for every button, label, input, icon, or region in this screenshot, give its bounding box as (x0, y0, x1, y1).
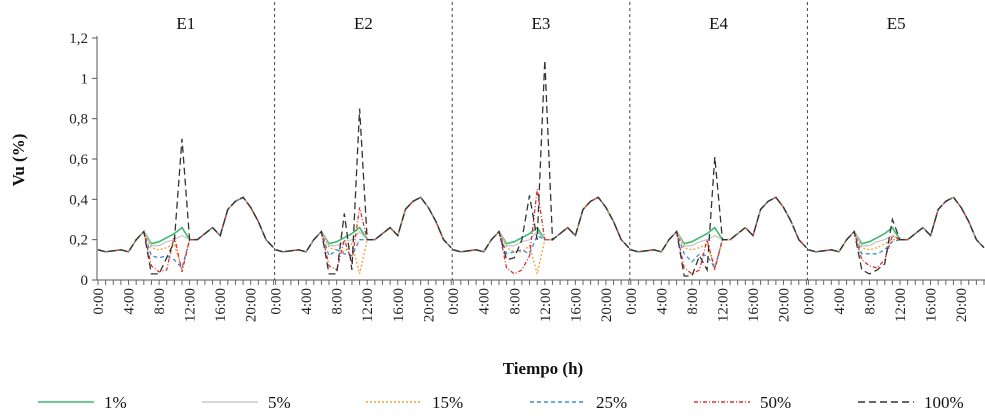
y-tick-label: 0,2 (69, 233, 88, 249)
x-tick-label: 16:00 (213, 288, 229, 322)
x-tick-label: 0:00 (269, 288, 285, 315)
x-tick-label: 0:00 (91, 288, 107, 315)
x-tick-label: 8:00 (862, 288, 878, 315)
series-line-25pct (275, 196, 452, 257)
panel-label: E2 (354, 14, 373, 33)
series-line-5pct (630, 196, 807, 253)
panel-label: E5 (887, 14, 906, 33)
series-line-15pct (808, 196, 985, 253)
x-tick-label: 4:00 (299, 288, 315, 315)
series-line-25pct (453, 196, 630, 255)
series-line-1pct (452, 196, 630, 253)
series-line-5pct (453, 196, 630, 253)
x-tick-label: 0:00 (446, 288, 462, 315)
y-tick-label: 1 (81, 71, 89, 87)
x-tick-label: 8:00 (685, 288, 701, 315)
legend-label: 15% (432, 393, 463, 412)
series-line-5pct (808, 196, 985, 253)
x-tick-label: 16:00 (746, 288, 762, 322)
x-tick-label: 20:00 (954, 288, 970, 322)
series-line-1pct (97, 196, 275, 253)
x-tick-label: 4:00 (477, 288, 493, 315)
x-tick-label: 4:00 (832, 288, 848, 315)
y-tick-label: 1,2 (69, 31, 88, 47)
legend-label: 25% (596, 393, 627, 412)
legend-label: 1% (104, 393, 127, 412)
x-tick-label: 16:00 (924, 288, 940, 322)
y-tick-label: 0 (81, 273, 89, 289)
x-tick-label: 20:00 (244, 288, 260, 322)
series-line-25pct (808, 196, 985, 255)
panel-label: E3 (532, 14, 551, 33)
x-tick-label: 0:00 (624, 288, 640, 315)
series-line-50pct (630, 196, 807, 275)
y-axis-title: Vu (%) (9, 134, 28, 187)
y-tick-label: 0,8 (69, 112, 88, 128)
x-tick-label: 12:00 (538, 288, 554, 322)
series-line-100pct (630, 156, 807, 277)
series-lines (97, 60, 985, 277)
legend-label: 50% (760, 393, 791, 412)
legend: 1% 5% 15% 25% 50% 100% (38, 393, 964, 412)
legend-label: 5% (268, 393, 291, 412)
x-tick-label: 20:00 (776, 288, 792, 322)
x-tick-label: 12:00 (183, 288, 199, 322)
series-line-100pct (453, 60, 630, 261)
x-axis-title: Tiempo (h) (503, 359, 583, 378)
series-line-50pct (97, 196, 275, 273)
series-line-5pct (97, 196, 275, 253)
series-line-100pct (275, 108, 452, 275)
panel-labels: E1 E2 E3 E4 E5 (176, 14, 905, 33)
x-tick-label: 4:00 (654, 288, 670, 315)
x-tick-label: 16:00 (568, 288, 584, 322)
series-line-100pct (808, 196, 985, 275)
x-tick-label: 0:00 (801, 288, 817, 315)
panel-label: E1 (176, 14, 195, 33)
x-tick-label: 8:00 (330, 288, 346, 315)
series-line-1pct (630, 196, 807, 253)
x-tick-label: 8:00 (152, 288, 168, 315)
x-tick-label: 4:00 (122, 288, 138, 315)
x-axis-tick-labels: 0:00 4:00 8:00 12:00 16:00 20:00 0:00 4:00 8:00 1… (91, 288, 970, 322)
y-tick-label: 0,4 (69, 192, 88, 208)
x-tick-label: 20:00 (599, 288, 615, 322)
panel-label: E4 (709, 14, 728, 33)
series-line-1pct (808, 196, 985, 253)
x-tick-label: 16:00 (391, 288, 407, 322)
plot-frame (92, 2, 985, 285)
x-tick-label: 12:00 (893, 288, 909, 322)
x-tick-label: 8:00 (507, 288, 523, 315)
x-tick-label: 12:00 (715, 288, 731, 322)
x-tick-label: 20:00 (421, 288, 437, 322)
y-tick-label: 0,6 (69, 152, 88, 168)
y-axis-tick-labels: 0 0,2 0,4 0,6 0,8 1 1,2 (69, 31, 88, 289)
series-line-100pct (97, 138, 275, 275)
x-tick-label: 12:00 (360, 288, 376, 322)
legend-label: 100% (924, 393, 964, 412)
